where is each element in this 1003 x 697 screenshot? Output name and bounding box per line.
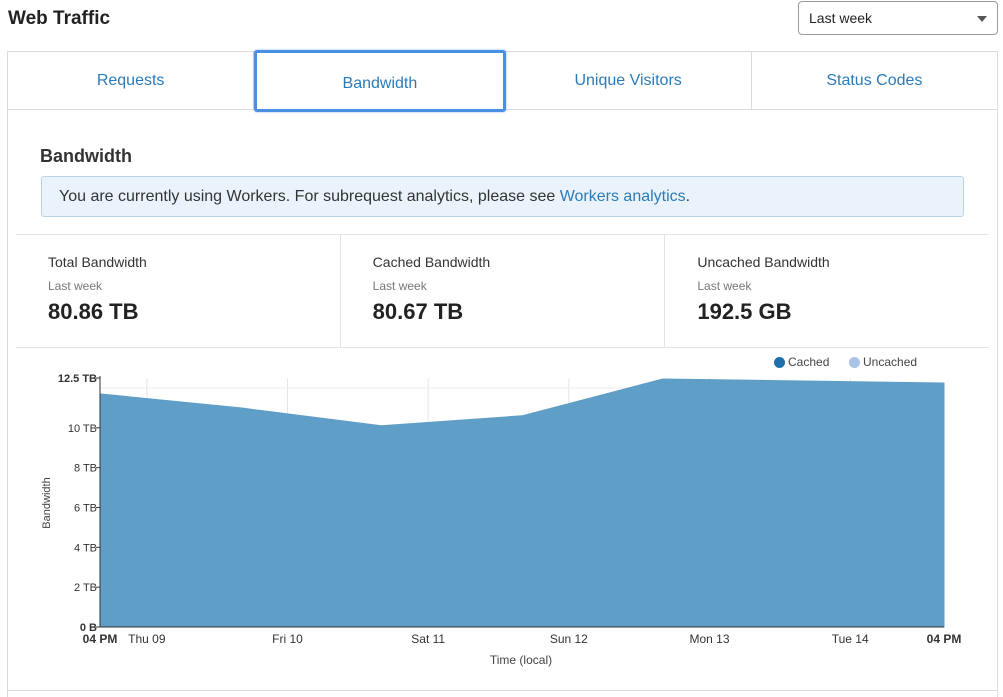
chart-series [99, 378, 945, 628]
legend-cached[interactable]: Cached [774, 355, 829, 369]
tab-requests[interactable]: Requests [8, 52, 255, 109]
x-tick-label: Tue 14 [832, 632, 869, 646]
x-tick-label: Thu 09 [128, 632, 166, 646]
legend-cached-swatch [774, 356, 785, 368]
y-tick-label: 0 B [80, 622, 97, 634]
y-tick-label: 6 TB [74, 502, 97, 514]
y-tick-label: 4 TB [74, 542, 97, 554]
legend-uncached-swatch [849, 356, 860, 368]
tab-bar: Requests Bandwidth Unique Visitors Statu… [8, 50, 997, 112]
bandwidth-chart: 0 B 2 TB 4 TB 6 TB 8 TB 10 TB 12.5 TB 04 PM Thu … [41, 373, 961, 667]
tab-label: Bandwidth [342, 75, 418, 92]
y-tick-label: 10 TB [68, 423, 97, 435]
notice-suffix: . [685, 187, 691, 205]
tab-label: Status Codes [826, 71, 923, 89]
x-tick-label: Sun 12 [550, 632, 588, 646]
stat-value: 80.67 TB [372, 299, 464, 324]
y-tick-label: 8 TB [74, 463, 97, 475]
y-tick-label: 12.5 TB [58, 373, 97, 385]
stat-label: Uncached Bandwidth [697, 254, 830, 270]
stat-value: 80.86 TB [48, 299, 139, 324]
workers-analytics-link[interactable]: Workers analytics [559, 187, 686, 205]
workers-notice: You are currently using Workers. For sub… [41, 176, 964, 217]
stats-row: Total Bandwidth Last week 80.86 TB Cache… [16, 234, 989, 348]
time-range-select[interactable]: Last week [798, 1, 998, 35]
tab-label: Unique Visitors [574, 71, 682, 89]
section-title: Bandwidth [40, 146, 132, 166]
stat-label: Total Bandwidth [48, 254, 147, 270]
stat-period: Last week [48, 279, 103, 293]
page-title: Web Traffic [8, 8, 111, 29]
divider [7, 690, 998, 691]
notice-text: You are currently using Workers. For sub… [59, 187, 556, 205]
chart-axes: 0 B 2 TB 4 TB 6 TB 8 TB 10 TB 12.5 TB 04 PM Thu … [58, 373, 961, 646]
y-tick-label: 2 TB [74, 582, 97, 594]
legend-uncached-label: Uncached [863, 355, 918, 369]
tab-label: Requests [96, 71, 165, 89]
stat-total-bandwidth: Total Bandwidth Last week 80.86 TB [16, 235, 341, 347]
tab-unique-visitors[interactable]: Unique Visitors [506, 52, 752, 109]
time-range-value: Last week [809, 10, 873, 26]
series-cached-area [99, 378, 945, 628]
x-axis-title: Time (local) [490, 653, 552, 667]
chevron-down-icon [977, 16, 987, 22]
stat-uncached-bandwidth: Uncached Bandwidth Last week 192.5 GB [665, 235, 989, 347]
y-axis-title: Bandwidth [41, 477, 53, 528]
x-tick-label: Sat 11 [411, 632, 445, 646]
tab-status-codes[interactable]: Status Codes [752, 52, 997, 109]
stat-label: Cached Bandwidth [372, 254, 491, 270]
x-tick-label: Fri 10 [272, 632, 303, 646]
stat-period: Last week [372, 279, 427, 293]
legend-uncached[interactable]: Uncached [849, 355, 917, 369]
x-tick-label: 04 PM [83, 632, 118, 646]
stat-value: 192.5 GB [697, 299, 792, 324]
stat-cached-bandwidth: Cached Bandwidth Last week 80.67 TB [341, 235, 666, 347]
traffic-panel: Requests Bandwidth Unique Visitors Statu… [7, 50, 998, 697]
legend-cached-label: Cached [788, 355, 830, 369]
tab-bandwidth[interactable]: Bandwidth [254, 50, 506, 112]
stat-period: Last week [697, 279, 752, 293]
x-tick-label: Mon 13 [689, 632, 729, 646]
x-tick-label: 04 PM [927, 632, 962, 646]
